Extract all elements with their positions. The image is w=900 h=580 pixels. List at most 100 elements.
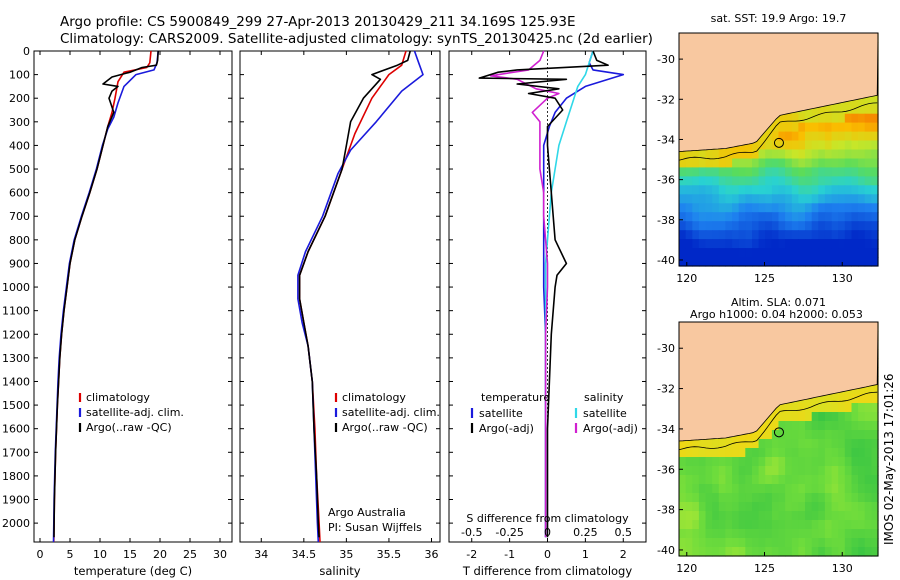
map-cell (692, 230, 700, 240)
map-cell (758, 221, 766, 231)
legend-label: Argo(..raw -QC) (342, 421, 428, 434)
map-cell (871, 430, 879, 440)
map-cell (851, 149, 859, 160)
map-cell (838, 475, 846, 485)
map-cell (712, 248, 720, 258)
map-cell (778, 113, 786, 124)
map-cell (864, 140, 872, 151)
map-cell (765, 448, 773, 458)
map-cell (725, 230, 733, 240)
map-cell (811, 484, 819, 494)
map-cell (685, 475, 693, 485)
map-cell (712, 158, 720, 169)
map-cell (831, 403, 839, 413)
y-tick-label: 1800 (2, 470, 30, 483)
map-cell (785, 185, 793, 195)
map-cell (805, 176, 813, 186)
map-cell (844, 448, 852, 458)
map-cell (738, 457, 746, 467)
map-cell (831, 176, 839, 186)
map-cell (864, 529, 872, 539)
map-cell (705, 493, 713, 503)
map-cell (844, 167, 852, 177)
map-cell (679, 457, 687, 467)
map-cell (798, 439, 806, 449)
map-cell (798, 520, 806, 530)
map-cell (771, 457, 780, 467)
map-cell (798, 457, 806, 467)
map-cell (712, 466, 720, 476)
map-cell (765, 520, 773, 530)
map-cell (785, 529, 793, 539)
map-cell (698, 439, 707, 449)
map-cell (712, 149, 720, 160)
salinity-diff-tick-label: -0.25 (495, 526, 523, 539)
map-cell (858, 95, 866, 106)
map-cell (765, 248, 773, 258)
map-cell (765, 176, 773, 186)
map-cell (844, 547, 852, 557)
map-cell (864, 457, 872, 467)
map-cell (851, 176, 859, 186)
map-cell (864, 239, 872, 249)
map-cell (838, 493, 846, 503)
map-cell (705, 457, 713, 467)
map-cell (871, 230, 879, 240)
map-cell (824, 547, 833, 557)
map-cell (698, 221, 707, 231)
map-cell (745, 230, 753, 240)
map-cell (851, 529, 859, 539)
map-cell (732, 439, 740, 449)
map-cell (844, 140, 852, 151)
map-cell (824, 448, 833, 458)
map-cell (805, 221, 813, 231)
map-cell (778, 239, 786, 249)
map-cell (798, 239, 806, 249)
map-cell (758, 212, 766, 222)
map-cell (851, 466, 859, 476)
map-cell (698, 239, 707, 249)
map-cell (778, 457, 786, 467)
map-cell (831, 104, 839, 115)
map-cell (851, 439, 859, 449)
map-cell (752, 502, 760, 512)
map-cell (791, 484, 799, 494)
map-cell (811, 502, 819, 512)
y-tick-label: 1700 (2, 446, 30, 459)
map-cell (791, 493, 799, 503)
map-cell (838, 113, 846, 124)
map-cell (864, 430, 872, 440)
y-tick-label: 900 (9, 257, 30, 270)
map-cell (771, 131, 780, 142)
map-cell (844, 149, 852, 160)
map-cell (824, 122, 833, 133)
map-cell (824, 221, 833, 231)
map-cell (791, 140, 799, 151)
sst-map-panel: 120 125 130 -30 -32 -34 -36 -38 -40 sat. SST: 19.… (657, 12, 879, 285)
map-cell (732, 520, 740, 530)
map-cell (685, 257, 693, 267)
map-cell (698, 520, 707, 530)
map-cell (818, 421, 826, 431)
map-cell (838, 466, 846, 476)
map-cell (758, 421, 766, 431)
map-cell (685, 511, 693, 521)
map-cell (752, 203, 760, 213)
map-cell (712, 520, 720, 530)
map-cell (712, 185, 720, 195)
y-tick-label: 2000 (2, 517, 30, 530)
map-cell (831, 547, 839, 557)
map-cell (871, 113, 879, 124)
map-cell (858, 520, 866, 530)
map-cell (771, 448, 780, 458)
map-cell (765, 140, 773, 151)
map-cell (765, 439, 773, 449)
map-cell (771, 158, 780, 169)
map-cell (778, 194, 786, 204)
map-cell (692, 221, 700, 231)
map-cell (798, 529, 806, 539)
map-cell (679, 185, 687, 195)
map-x-tick-label: 120 (676, 272, 697, 285)
map-cell (698, 448, 707, 458)
map-cell (871, 203, 879, 213)
